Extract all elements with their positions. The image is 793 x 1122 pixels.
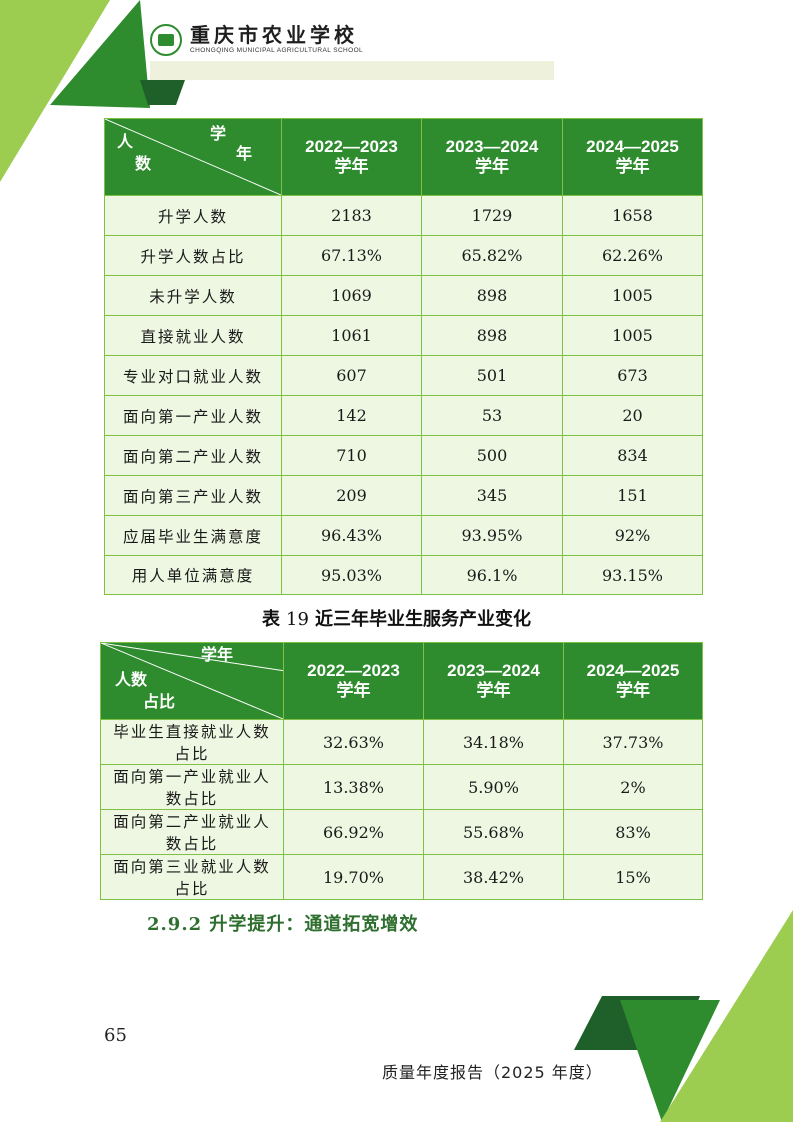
cell-value: 53 — [421, 395, 563, 436]
cell-value: 34.18% — [423, 719, 564, 765]
table-caption: 表 19 近三年毕业生服务产业变化 — [262, 609, 531, 630]
row-label: 直接就业人数 — [104, 315, 282, 356]
graduate-destination-table: 学 年 人 数 2022—2023 学年 2023—2024 学年 2024—202… — [104, 118, 703, 595]
row-label: 面向第一产业就业人 数占比 — [100, 764, 284, 810]
school-name-cn: 重庆市农业学校 — [190, 23, 358, 47]
section-heading: 2.9.2 升学提升：通道拓宽增效 — [147, 914, 419, 935]
year-header: 2022—2023 学年 — [283, 642, 424, 720]
cell-value: 95.03% — [281, 555, 422, 595]
cell-value: 834 — [562, 435, 703, 476]
cell-value: 501 — [421, 355, 563, 396]
table-row: 面向第二产业人数 710 500 834 — [104, 435, 703, 476]
row-label: 面向第一产业人数 — [104, 395, 282, 436]
table1-header-row: 学 年 人 数 2022—2023 学年 2023—2024 学年 2024—202… — [104, 118, 703, 196]
cell-value: 151 — [562, 475, 703, 516]
year-header: 2023—2024 学年 — [423, 642, 564, 720]
table-row: 专业对口就业人数 607 501 673 — [104, 355, 703, 396]
cell-value: 83% — [563, 809, 703, 855]
row-label: 面向第二产业就业人 数占比 — [100, 809, 284, 855]
header-bar — [150, 61, 554, 80]
row-label: 面向第三业就业人数 占比 — [100, 854, 284, 900]
cell-value: 345 — [421, 475, 563, 516]
cell-value: 93.15% — [562, 555, 703, 595]
cell-value: 710 — [281, 435, 422, 476]
cell-value: 1729 — [421, 195, 563, 236]
cell-value: 66.92% — [283, 809, 424, 855]
cell-value: 67.13% — [281, 235, 422, 276]
cell-value: 1061 — [281, 315, 422, 356]
school-logo: 重庆市农业学校 CHONGQING MUNICIPAL AGRICULTURAL… — [150, 20, 363, 60]
table-row: 面向第三产业人数 209 345 151 — [104, 475, 703, 516]
year-header: 2023—2024 学年 — [421, 118, 563, 196]
top-left-decoration — [0, 0, 185, 182]
school-seal-icon — [150, 24, 182, 56]
row-label: 面向第三产业人数 — [104, 475, 282, 516]
cell-value: 20 — [562, 395, 703, 436]
cell-value: 1005 — [562, 275, 703, 316]
cell-value: 55.68% — [423, 809, 564, 855]
cell-value: 898 — [421, 275, 563, 316]
table-row: 升学人数 2183 1729 1658 — [104, 195, 703, 236]
table-row: 未升学人数 1069 898 1005 — [104, 275, 703, 316]
cell-value: 65.82% — [421, 235, 563, 276]
cell-value: 500 — [421, 435, 563, 476]
cell-value: 1005 — [562, 315, 703, 356]
cell-value: 13.38% — [283, 764, 424, 810]
table1-corner-header: 学 年 人 数 — [104, 118, 282, 196]
cell-value: 37.73% — [563, 719, 703, 765]
row-label: 升学人数占比 — [104, 235, 282, 276]
cell-value: 96.1% — [421, 555, 563, 595]
row-label: 专业对口就业人数 — [104, 355, 282, 396]
cell-value: 38.42% — [423, 854, 564, 900]
table-row: 应届毕业生满意度 96.43% 93.95% 92% — [104, 515, 703, 556]
table-row: 面向第二产业就业人 数占比 66.92% 55.68% 83% — [100, 809, 703, 855]
cell-value: 2% — [563, 764, 703, 810]
cell-value: 142 — [281, 395, 422, 436]
cell-value: 5.90% — [423, 764, 564, 810]
bottom-right-decoration — [574, 910, 793, 1122]
industry-service-table: 学年 人数 占比 2022—2023 学年 2023—2024 学年 2024—20… — [100, 642, 703, 900]
table-row: 毕业生直接就业人数 占比 32.63% 34.18% 37.73% — [100, 719, 703, 765]
row-label: 用人单位满意度 — [104, 555, 282, 595]
cell-value: 1658 — [562, 195, 703, 236]
row-label: 毕业生直接就业人数 占比 — [100, 719, 284, 765]
table2-corner-header: 学年 人数 占比 — [100, 642, 284, 720]
cell-value: 93.95% — [421, 515, 563, 556]
year-header: 2024—2025 学年 — [563, 642, 703, 720]
page-number: 65 — [104, 1025, 127, 1046]
cell-value: 898 — [421, 315, 563, 356]
cell-value: 1069 — [281, 275, 422, 316]
table-row: 面向第一产业人数 142 53 20 — [104, 395, 703, 436]
table-row: 升学人数占比 67.13% 65.82% 62.26% — [104, 235, 703, 276]
table-row: 用人单位满意度 95.03% 96.1% 93.15% — [104, 555, 703, 595]
cell-value: 15% — [563, 854, 703, 900]
cell-value: 92% — [562, 515, 703, 556]
table-row: 面向第一产业就业人 数占比 13.38% 5.90% 2% — [100, 764, 703, 810]
cell-value: 32.63% — [283, 719, 424, 765]
cell-value: 2183 — [281, 195, 422, 236]
row-label: 面向第二产业人数 — [104, 435, 282, 476]
cell-value: 209 — [281, 475, 422, 516]
cell-value: 19.70% — [283, 854, 424, 900]
cell-value: 673 — [562, 355, 703, 396]
row-label: 升学人数 — [104, 195, 282, 236]
cell-value: 607 — [281, 355, 422, 396]
cell-value: 62.26% — [562, 235, 703, 276]
report-footer: 质量年度报告（2025 年度） — [382, 1063, 603, 1082]
row-label: 应届毕业生满意度 — [104, 515, 282, 556]
cell-value: 96.43% — [281, 515, 422, 556]
table-row: 直接就业人数 1061 898 1005 — [104, 315, 703, 356]
row-label: 未升学人数 — [104, 275, 282, 316]
table-row: 面向第三业就业人数 占比 19.70% 38.42% 15% — [100, 854, 703, 900]
year-header: 2022—2023 学年 — [281, 118, 422, 196]
year-header: 2024—2025 学年 — [562, 118, 703, 196]
table2-header-row: 学年 人数 占比 2022—2023 学年 2023—2024 学年 2024—20… — [100, 642, 703, 720]
school-name-en: CHONGQING MUNICIPAL AGRICULTURAL SCHOOL — [190, 47, 364, 54]
